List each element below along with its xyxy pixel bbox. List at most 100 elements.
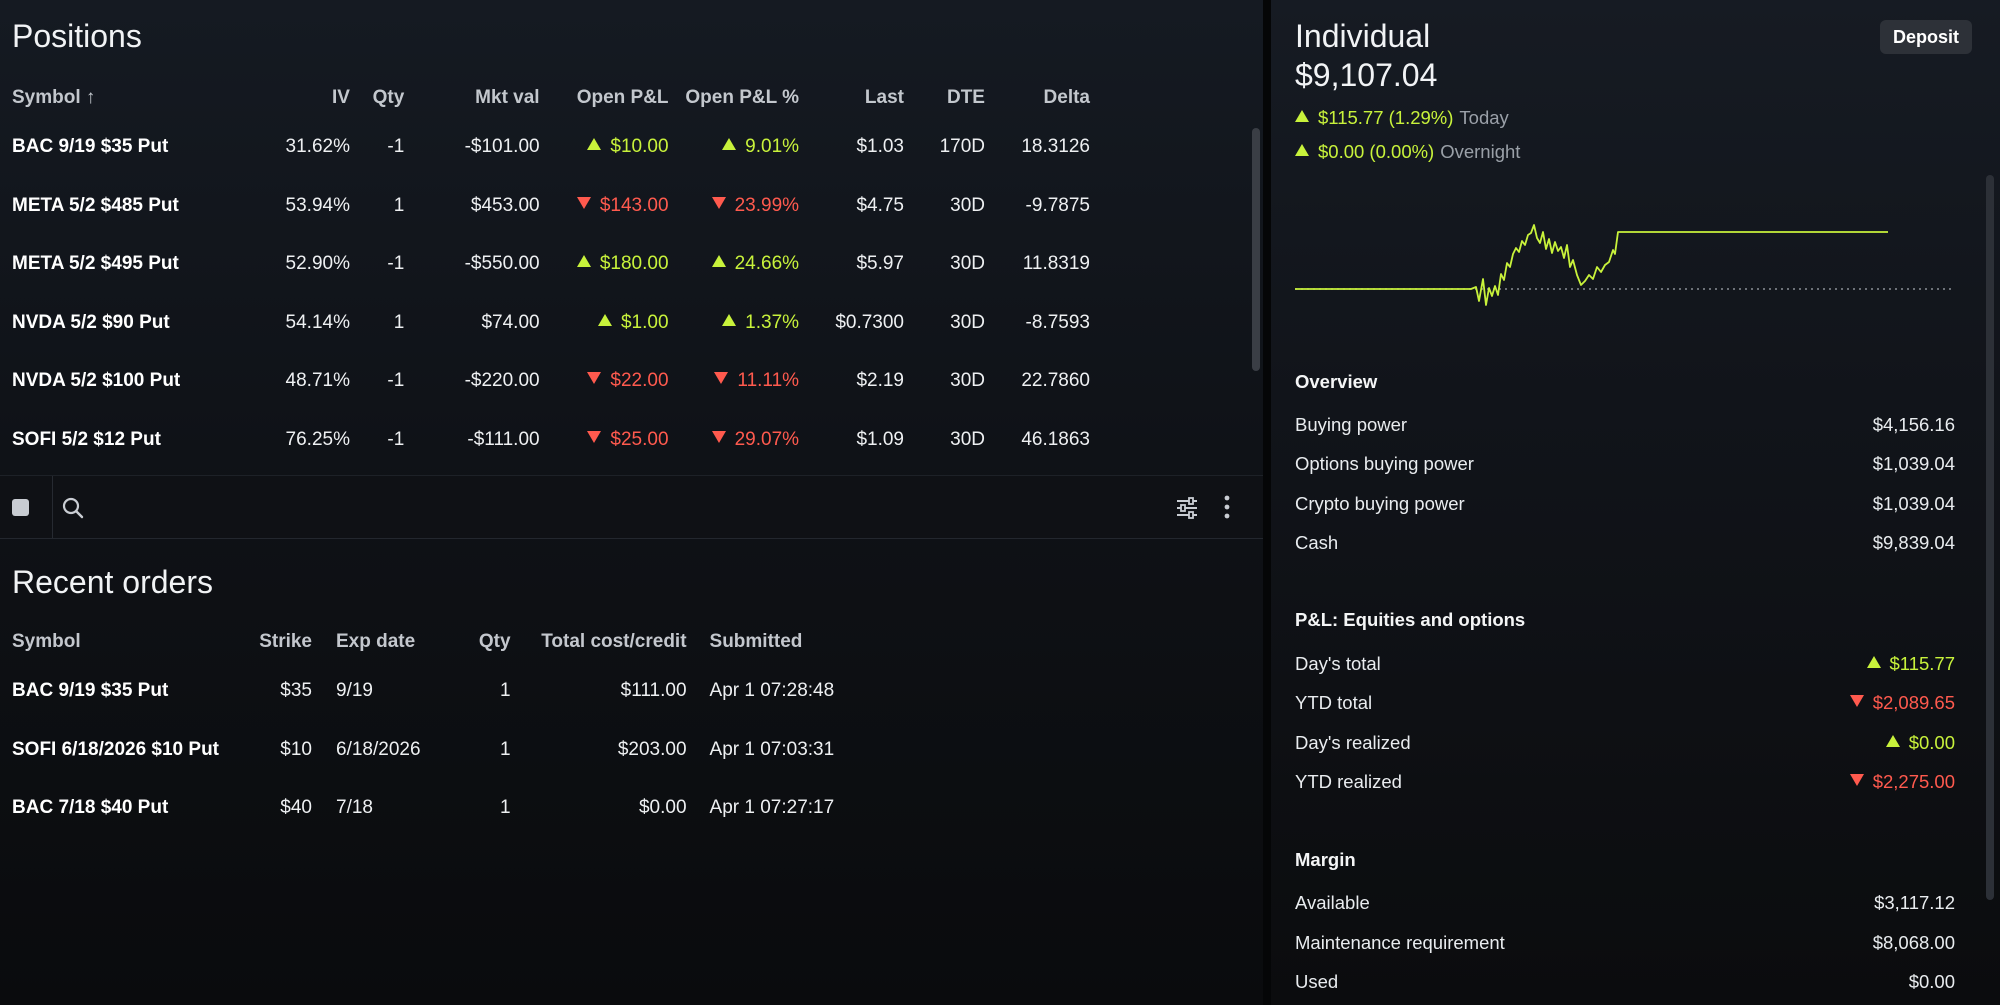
table-row[interactable]: BAC 9/19 $35 Put 31.62% -1 -$101.00 $10.… (12, 118, 1090, 177)
chart-line (1295, 224, 1888, 306)
position-dte: 30D (950, 253, 985, 275)
arrow-up-icon (1866, 656, 1881, 668)
position-iv: 76.25% (285, 428, 350, 450)
overview-row: Buying power $4,156.16 (1295, 414, 1955, 444)
position-iv: 52.90% (285, 253, 350, 275)
col-header-submitted[interactable]: Submitted (709, 631, 803, 652)
col-header-open-pnl[interactable]: Open P&L (576, 87, 669, 108)
position-iv: 53.94% (285, 194, 350, 216)
position-mkt-val: -$550.00 (464, 253, 540, 275)
search-icon[interactable] (60, 495, 86, 521)
overview-row: Options buying power $1,039.04 (1295, 453, 1955, 483)
order-submitted: Apr 1 07:27:17 (709, 797, 835, 819)
col-header-mkt-val[interactable]: Mkt val (475, 87, 540, 108)
position-symbol: BAC 9/19 $35 Put (12, 136, 169, 158)
overview-label: Cash (1295, 532, 1339, 553)
col-header-iv[interactable]: IV (332, 87, 350, 108)
col-header-last[interactable]: Last (864, 87, 904, 108)
margin-row: Used $0.00 (1295, 971, 1955, 1001)
col-header-qty[interactable]: Qty (478, 631, 511, 652)
table-row[interactable]: SOFI 5/2 $12 Put 76.25% -1 -$111.00 $25.… (12, 411, 1090, 470)
filter-sliders-icon[interactable] (1174, 495, 1200, 521)
pnl-value: $2,089.65 (1849, 692, 1955, 714)
position-last: $2.19 (856, 370, 904, 392)
table-row[interactable]: META 5/2 $485 Put 53.94% 1 $453.00 $143.… (12, 177, 1090, 236)
left-panel: Positions Symbol ↑ IV Qty Mkt val Open P… (0, 18, 1263, 838)
pnl-label: YTD total (1295, 692, 1373, 713)
positions-table: Symbol ↑ IV Qty Mkt val Open P&L Open P&… (12, 78, 1090, 469)
position-open-pnl: $143.00 (540, 177, 669, 236)
col-header-qty[interactable]: Qty (372, 87, 405, 108)
position-open-pnl-value: $10.00 (610, 136, 669, 158)
margin-title: Margin (1295, 849, 1356, 870)
margin-row: Available $3,117.12 (1295, 892, 1955, 922)
toolbar-divider (52, 476, 53, 538)
overnight-label: Overnight (1440, 141, 1521, 162)
col-header-delta[interactable]: Delta (1043, 87, 1090, 108)
account-scrollbar[interactable] (1986, 175, 1994, 900)
position-qty: -1 (387, 136, 405, 158)
position-last: $4.75 (856, 194, 904, 216)
overview-value: $4,156.16 (1872, 414, 1955, 435)
position-dte: 30D (950, 194, 985, 216)
col-header-symbol[interactable]: Symbol (12, 631, 81, 652)
col-header-dte[interactable]: DTE (946, 87, 985, 108)
arrow-up-icon (1295, 110, 1309, 122)
position-open-pnl-pct: 24.66% (669, 235, 799, 294)
more-vertical-icon[interactable] (1218, 493, 1236, 521)
pnl-value: $2,275.00 (1849, 771, 1955, 793)
col-header-symbol[interactable]: Symbol ↑ (12, 87, 96, 108)
position-last: $1.09 (856, 428, 904, 450)
portfolio-chart[interactable] (1295, 205, 1955, 325)
position-last: $5.97 (856, 253, 904, 275)
table-row[interactable]: NVDA 5/2 $100 Put 48.71% -1 -$220.00 $22… (12, 352, 1090, 411)
pnl-row: Day's realized $0.00 (1295, 732, 1955, 762)
order-qty: 1 (499, 680, 511, 702)
col-header-open-pnl-pct[interactable]: Open P&L % (685, 87, 800, 108)
arrow-up-icon (711, 255, 726, 268)
position-delta: 46.1863 (1021, 428, 1090, 450)
col-header-total[interactable]: Total cost/credit (541, 631, 687, 652)
positions-scrollbar[interactable] (1252, 128, 1260, 371)
panel-divider[interactable] (1263, 0, 1271, 1005)
position-mkt-val: -$111.00 (467, 428, 540, 450)
position-dte: 170D (939, 136, 985, 158)
position-open-pnl-pct-value: 29.07% (734, 428, 800, 450)
position-qty: -1 (387, 370, 405, 392)
margin-value: $8,068.00 (1872, 932, 1955, 953)
today-label: Today (1459, 107, 1509, 128)
position-qty: 1 (393, 311, 405, 333)
today-change-value: $115.77 (1.29%) (1318, 107, 1454, 128)
overview-value: $1,039.04 (1872, 493, 1955, 514)
position-dte: 30D (950, 428, 985, 450)
arrow-down-icon (714, 372, 729, 385)
order-total: $0.00 (638, 797, 687, 819)
table-row[interactable]: NVDA 5/2 $90 Put 54.14% 1 $74.00 $1.00 1… (12, 294, 1090, 353)
position-open-pnl-pct-value: 9.01% (745, 136, 800, 158)
position-delta: 18.3126 (1021, 136, 1090, 158)
position-symbol: SOFI 5/2 $12 Put (12, 428, 161, 450)
account-title: Individual (1295, 18, 1431, 54)
table-row[interactable]: BAC 9/19 $35 Put $35 9/19 1 $111.00 Apr … (12, 662, 847, 721)
arrow-up-icon (722, 313, 737, 326)
arrow-down-icon (711, 430, 726, 443)
table-row[interactable]: META 5/2 $495 Put 52.90% -1 -$550.00 $18… (12, 235, 1090, 294)
col-header-exp-date[interactable]: Exp date (336, 631, 416, 652)
margin-label: Available (1295, 892, 1370, 913)
arrow-down-icon (587, 372, 602, 385)
deposit-button[interactable]: Deposit (1880, 20, 1972, 54)
position-symbol: META 5/2 $495 Put (12, 253, 179, 275)
col-header-strike[interactable]: Strike (259, 631, 312, 652)
position-delta: 22.7860 (1021, 370, 1090, 392)
position-qty: -1 (387, 428, 405, 450)
table-row[interactable]: SOFI 6/18/2026 $10 Put $10 6/18/2026 1 $… (12, 721, 847, 780)
checkbox-icon[interactable] (12, 499, 29, 516)
margin-label: Maintenance requirement (1295, 932, 1505, 953)
pnl-label: YTD realized (1295, 771, 1402, 792)
arrow-up-icon (576, 255, 591, 268)
position-dte: 30D (950, 370, 985, 392)
pnl-value: $115.77 (1866, 653, 1955, 675)
position-qty: 1 (393, 194, 405, 216)
overview-value: $9,839.04 (1872, 532, 1955, 553)
table-row[interactable]: BAC 7/18 $40 Put $40 7/18 1 $0.00 Apr 1 … (12, 779, 847, 838)
